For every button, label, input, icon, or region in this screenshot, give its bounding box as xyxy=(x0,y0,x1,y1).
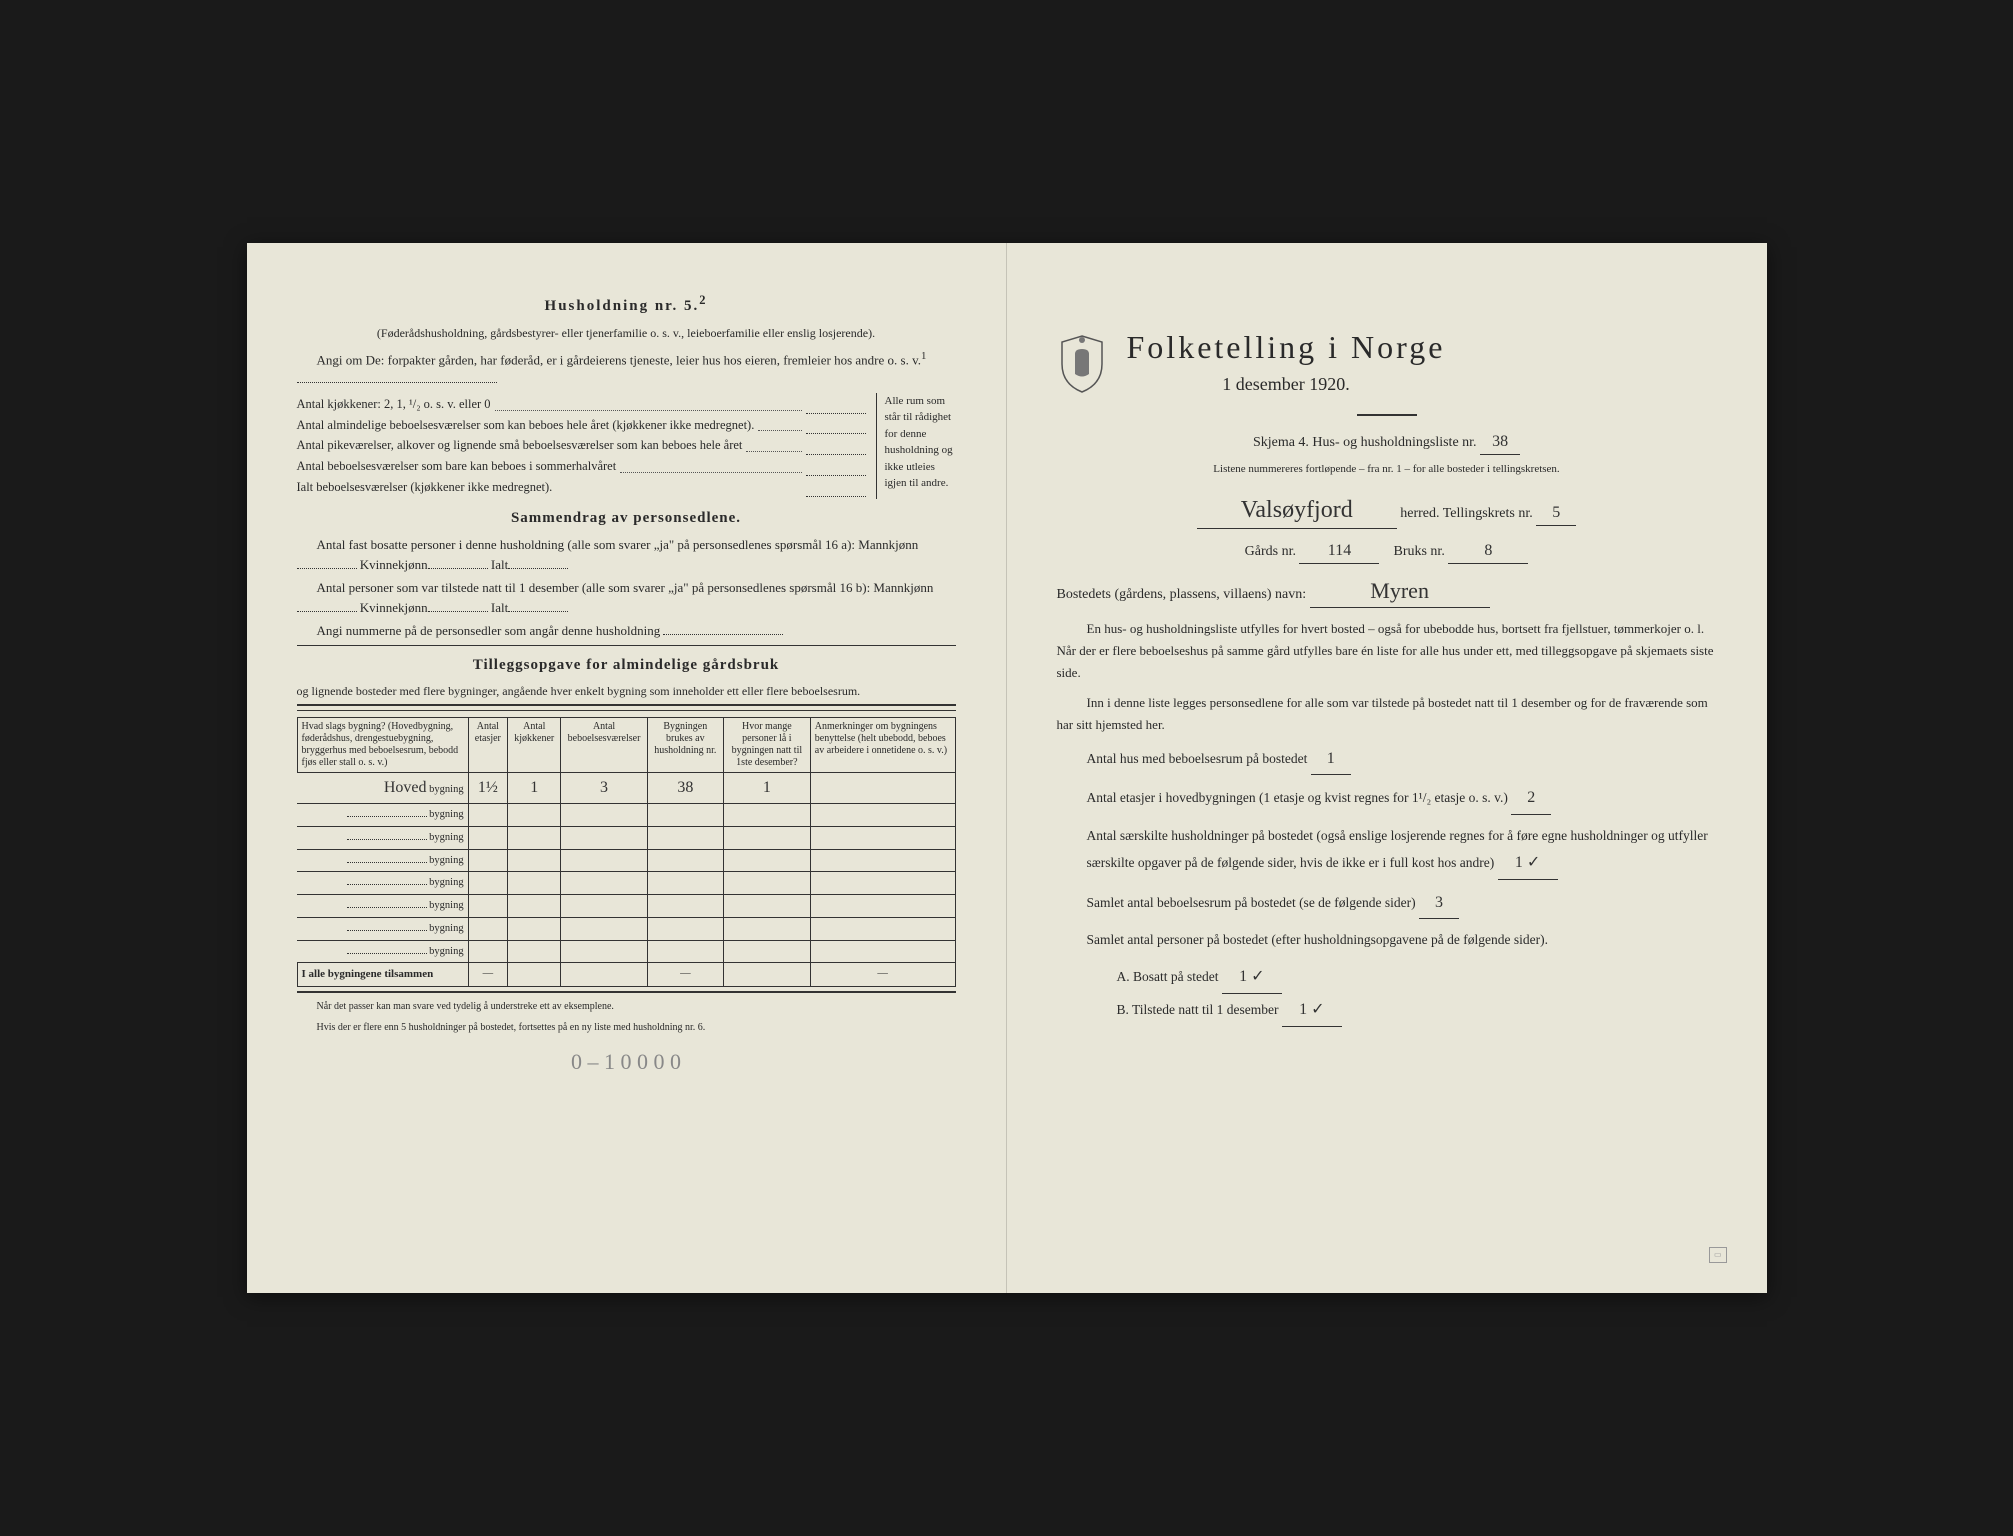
table-total-row: I alle bygningene tilsammen ——— xyxy=(297,963,955,987)
summary-p2: Antal personer som var tilstede natt til… xyxy=(297,578,956,617)
table-row: bygning xyxy=(297,804,955,827)
th-4: Bygningen brukes av husholdning nr. xyxy=(647,718,723,773)
right-page: Folketelling i Norge 1 desember 1920. Sk… xyxy=(1007,243,1767,1293)
household-note: (Føderådshusholdning, gårdsbestyrer- ell… xyxy=(297,324,956,342)
kitchen-side-note: Alle rum som står til rådighet for denne… xyxy=(876,393,956,499)
footnote-1: Når det passer kan man svare ved tydelig… xyxy=(297,999,956,1014)
summary-title: Sammendrag av personsedlene. xyxy=(297,507,956,530)
th-3: Antal beboelsesværelser xyxy=(561,718,647,773)
bosted-row: Bostedets (gårdens, plassens, villaens) … xyxy=(1057,574,1717,608)
a-value: 1 ✓ xyxy=(1222,961,1282,994)
f2-value: 2 xyxy=(1511,783,1551,814)
row1-etasjer: 1½ xyxy=(468,773,508,804)
row1-kjokkener: 1 xyxy=(508,773,561,804)
summary-p1: Antal fast bosatte personer i denne hush… xyxy=(297,535,956,574)
herred-value: Valsøyfjord xyxy=(1197,492,1397,529)
left-page: Husholdning nr. 5.2 (Føderådshusholdning… xyxy=(247,243,1007,1293)
body-para-2: Inn i denne liste legges personsedlene f… xyxy=(1057,692,1717,736)
ab-list: A. Bosatt på stedet 1 ✓ B. Tilstede natt… xyxy=(1117,961,1717,1027)
field-1: Antal hus med beboelsesrum på bostedet 1 xyxy=(1087,744,1717,775)
kitchen-row-1: Antal almindelige beboelsesværelser som … xyxy=(297,416,755,435)
table-row: bygning xyxy=(297,895,955,918)
building-table: Hvad slags bygning? (Hovedbygning, føder… xyxy=(297,717,956,987)
item-b: B. Tilstede natt til 1 desember 1 ✓ xyxy=(1117,994,1717,1027)
f4-value: 3 xyxy=(1419,888,1459,919)
table-row: Hoved bygning 1½ 1 3 38 1 xyxy=(297,773,955,804)
th-0: Hvad slags bygning? (Hovedbygning, føder… xyxy=(297,718,468,773)
kitchen-row-2: Antal pikeværelser, alkover og lignende … xyxy=(297,436,743,455)
census-document: Husholdning nr. 5.2 (Føderådshusholdning… xyxy=(247,243,1767,1293)
summary-p3: Angi nummerne på de personsedler som ang… xyxy=(297,621,956,641)
field-3: Antal særskilte husholdninger på bostede… xyxy=(1087,823,1717,880)
b-value: 1 ✓ xyxy=(1282,994,1342,1027)
row1-vaerelser: 3 xyxy=(561,773,647,804)
angi-paragraph: Angi om De: forpakter gården, har føderå… xyxy=(297,348,956,389)
herred-row: Valsøyfjord herred. Tellingskrets nr. 5 xyxy=(1057,492,1717,529)
table-row: bygning xyxy=(297,940,955,963)
f1-value: 1 xyxy=(1311,744,1351,775)
field-4: Samlet antal beboelsesrum på bostedet (s… xyxy=(1087,888,1717,919)
body-para-1: En hus- og husholdningsliste utfylles fo… xyxy=(1057,618,1717,684)
kitchen-row-0: Antal kjøkkener: 2, 1, ¹/₂ o. s. v. elle… xyxy=(297,395,491,414)
header-row: Folketelling i Norge 1 desember 1920. xyxy=(1057,323,1717,404)
kitchen-row-3: Antal beboelsesværelser som bare kan beb… xyxy=(297,457,617,476)
household-title: Husholdning nr. 5.2 xyxy=(297,291,956,318)
table-total-label: I alle bygningene tilsammen xyxy=(297,963,468,987)
f3-value: 1 ✓ xyxy=(1498,848,1558,879)
krets-value: 5 xyxy=(1536,501,1576,526)
row1-label: Hoved xyxy=(384,779,427,796)
th-5: Hvor mange personer lå i bygningen natt … xyxy=(723,718,810,773)
bruks-value: 8 xyxy=(1448,539,1528,564)
skjema-line: Skjema 4. Hus- og husholdningsliste nr. … xyxy=(1057,430,1717,455)
field-2: Antal etasjer i hovedbygningen (1 etasje… xyxy=(1087,783,1717,814)
th-1: Antal etasjer xyxy=(468,718,508,773)
table-row: bygning xyxy=(297,826,955,849)
coat-of-arms-icon xyxy=(1057,334,1107,394)
th-6: Anmerkninger om bygningens benyttelse (h… xyxy=(810,718,955,773)
row1-personer: 1 xyxy=(723,773,810,804)
table-row: bygning xyxy=(297,917,955,940)
gards-row: Gårds nr. 114 Bruks nr. 8 xyxy=(1057,539,1717,564)
gards-value: 114 xyxy=(1299,539,1379,564)
table-header-row: Hvad slags bygning? (Hovedbygning, føder… xyxy=(297,718,955,773)
skjema-value: 38 xyxy=(1480,430,1520,455)
list-note: Listene nummereres fortløpende – fra nr.… xyxy=(1057,461,1717,478)
bosted-value: Myren xyxy=(1310,574,1490,608)
footnote-2: Hvis der er flere enn 5 husholdninger på… xyxy=(297,1020,956,1035)
item-a: A. Bosatt på stedet 1 ✓ xyxy=(1117,961,1717,994)
kitchen-row-4: Ialt beboelsesværelser (kjøkkener ikke m… xyxy=(297,478,553,497)
row1-hushold: 38 xyxy=(647,773,723,804)
kitchen-section: Antal kjøkkener: 2, 1, ¹/₂ o. s. v. elle… xyxy=(297,393,956,499)
date-line: 1 desember 1920. xyxy=(1127,371,1446,398)
pencil-annotation: 0 – 1 0 0 0 0 xyxy=(297,1045,956,1078)
main-title: Folketelling i Norge xyxy=(1127,323,1446,371)
printer-stamp: ▭ xyxy=(1709,1247,1727,1263)
table-row: bygning xyxy=(297,872,955,895)
th-2: Antal kjøkkener xyxy=(508,718,561,773)
tillegg-title: Tilleggsopgave for almindelige gårdsbruk xyxy=(297,654,956,677)
field-5: Samlet antal personer på bostedet (efter… xyxy=(1087,927,1717,953)
tillegg-sub: og lignende bosteder med flere bygninger… xyxy=(297,682,956,700)
table-row: bygning xyxy=(297,849,955,872)
